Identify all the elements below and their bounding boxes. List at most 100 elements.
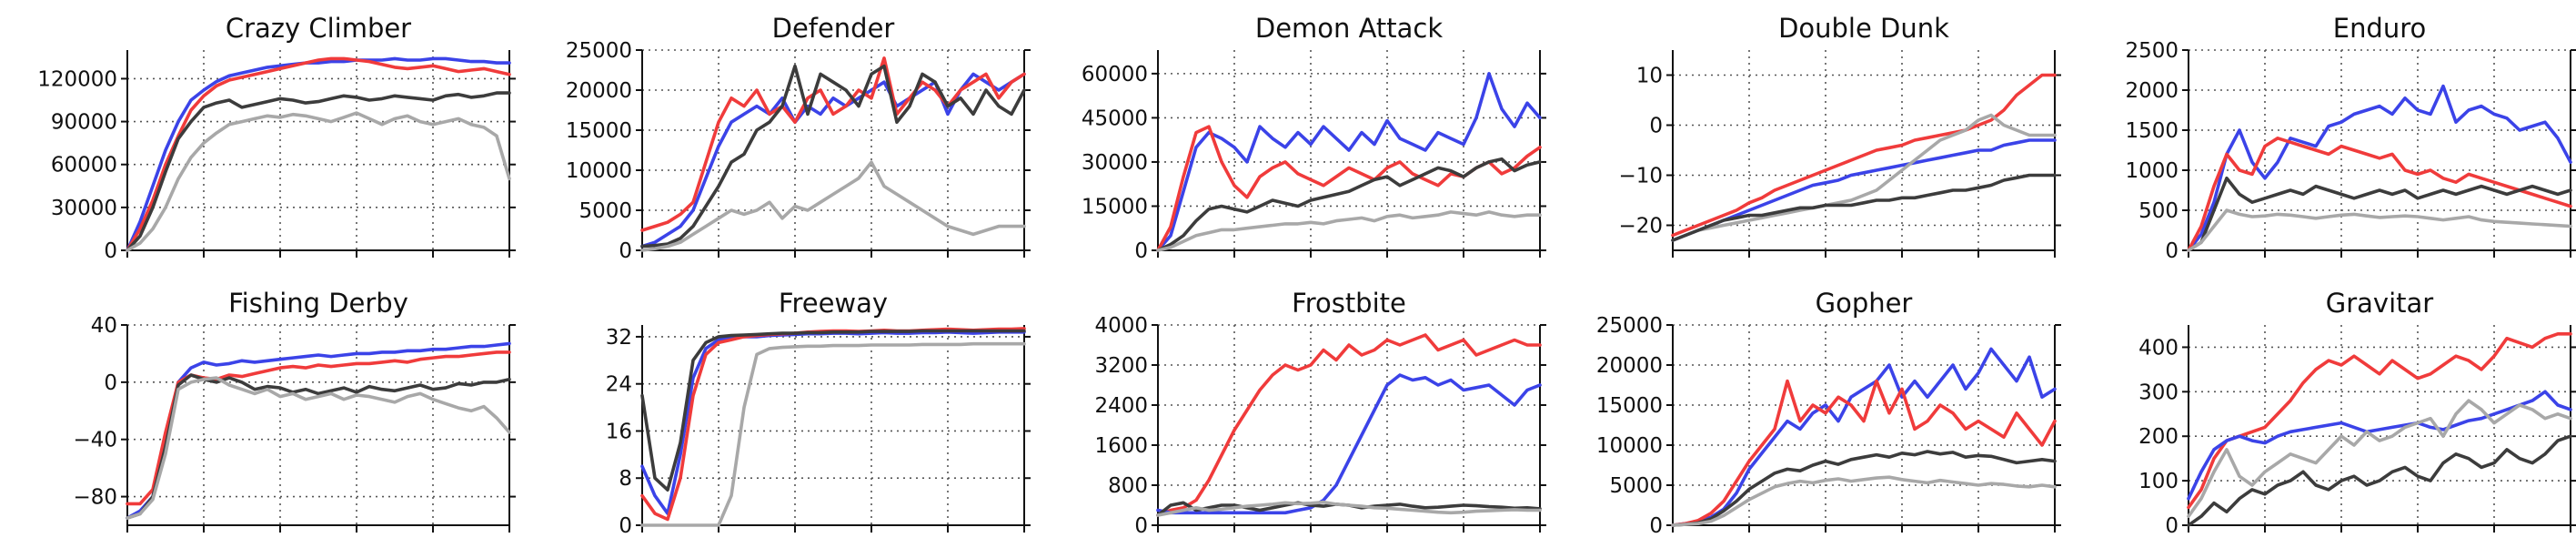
series-line-red	[640, 327, 1027, 522]
series-line-red	[640, 56, 1027, 232]
chart-title: Double Dunk	[1778, 13, 1949, 44]
y-tick-label: 0	[104, 371, 117, 395]
series-line-blue	[2186, 390, 2572, 501]
y-tick-label: 15000	[1596, 394, 1663, 418]
y-tick-label: 45000	[1082, 107, 1148, 130]
y-tick-label: 20000	[566, 79, 632, 103]
chart-panel-4: Enduro 0 500 1000 1500 2000 2500	[2125, 13, 2576, 263]
chart-panel-1: Defender 0 5000 10000 15000 20000 25000	[566, 13, 1031, 263]
series-line-dark	[126, 373, 511, 520]
series-line-dark	[1155, 157, 1542, 252]
y-tick-label: −20	[1619, 214, 1664, 238]
series-line-red	[2186, 332, 2572, 510]
series-line-light	[1671, 113, 2057, 242]
y-tick-label: 40	[91, 314, 117, 338]
y-tick-label: 5000	[579, 199, 633, 223]
y-tick-label: 0	[1650, 115, 1664, 138]
y-tick-label: 60000	[1082, 63, 1148, 86]
y-tick-label: 32	[606, 326, 632, 350]
series-line-light	[640, 160, 1027, 252]
y-tick-label: −80	[73, 486, 117, 510]
y-tick-label: 100	[2138, 470, 2179, 493]
y-tick-label: 10	[1636, 65, 1663, 88]
y-tick-label: 25000	[566, 39, 632, 63]
y-tick-label: 8	[619, 467, 633, 491]
y-tick-label: 0	[619, 514, 633, 538]
chart-title: Gravitar	[2325, 288, 2432, 319]
chart-title: Freeway	[779, 288, 888, 319]
series-line-red	[1155, 333, 1542, 517]
series-line-light	[1155, 210, 1542, 252]
series-line-dark	[1671, 450, 2057, 527]
chart-title: Fishing Derby	[228, 288, 408, 319]
y-tick-label: 0	[619, 239, 633, 263]
chart-panel-2: Demon Attack 0 15000 30000 45000 60000	[1082, 13, 1546, 263]
y-tick-label: 0	[2165, 514, 2179, 538]
y-tick-label: 0	[1650, 514, 1664, 538]
series-line-dark	[2186, 434, 2572, 527]
series-line-light	[126, 111, 511, 252]
y-tick-label: 24	[606, 373, 632, 397]
y-tick-label: 30000	[1082, 151, 1148, 175]
chart-title: Demon Attack	[1255, 13, 1443, 44]
y-tick-label: 10000	[1596, 434, 1663, 458]
series-line-dark	[640, 329, 1027, 492]
chart-panel-8: Gopher 0 5000 10000 15000 20000 25000	[1596, 288, 2062, 538]
y-tick-label: 15000	[1082, 195, 1148, 218]
series-line-blue	[640, 72, 1027, 249]
series-line-dark	[2186, 176, 2572, 252]
series-line-dark	[640, 64, 1027, 249]
y-tick-label: 200	[2138, 425, 2179, 449]
series-line-light	[2186, 399, 2572, 518]
y-tick-label: 400	[2138, 336, 2179, 360]
y-tick-label: 60000	[51, 154, 117, 178]
series-line-light	[1671, 475, 2057, 527]
y-tick-label: 0	[2165, 239, 2179, 263]
series-line-blue	[1671, 138, 2057, 242]
y-tick-label: 2000	[2125, 79, 2179, 103]
y-tick-label: 300	[2138, 381, 2179, 404]
chart-panel-5: Fishing Derby −80 −40 0 40	[73, 288, 516, 533]
chart-title: Defender	[772, 13, 895, 44]
y-tick-label: 4000	[1094, 314, 1148, 338]
series-line-blue	[2186, 84, 2572, 252]
series-line-light	[1155, 500, 1542, 517]
y-tick-label: 2500	[2125, 39, 2179, 63]
chart-title: Enduro	[2332, 13, 2425, 44]
series-line-light	[2186, 208, 2572, 252]
y-tick-label: 20000	[1596, 354, 1663, 378]
series-line-blue	[126, 341, 511, 520]
y-tick-label: 1000	[2125, 159, 2179, 183]
series-line-blue	[126, 56, 511, 252]
y-tick-label: 120000	[37, 67, 117, 91]
series-line-dark	[126, 91, 511, 252]
chart-panel-3: Double Dunk −20 −10 0 10	[1619, 13, 2062, 258]
chart-panel-6: Freeway 0 8 16 24 32	[606, 288, 1031, 538]
y-tick-label: −40	[73, 429, 117, 452]
y-tick-label: 25000	[1596, 314, 1663, 338]
y-tick-label: 0	[1134, 239, 1148, 263]
y-tick-label: 5000	[1610, 474, 1664, 498]
chart-panel-9: Gravitar 0 100 200 300 400	[2138, 288, 2576, 538]
series-line-red	[2186, 137, 2572, 252]
series-line-blue	[640, 330, 1027, 515]
y-tick-label: 30000	[51, 197, 117, 220]
chart-panel-0: Crazy Climber 0 30000 60000 90000 120000	[37, 13, 516, 263]
y-tick-label: 2400	[1094, 394, 1148, 418]
series-line-red	[1671, 379, 2057, 527]
chart-title: Crazy Climber	[226, 13, 411, 44]
series-line-light	[126, 376, 511, 520]
y-tick-label: 500	[2138, 199, 2179, 223]
y-tick-label: 10000	[566, 159, 632, 183]
y-tick-label: 0	[104, 239, 117, 263]
chart-title: Frostbite	[1292, 288, 1406, 319]
series-line-blue	[1155, 373, 1542, 515]
chart-panel-7: Frostbite 0 800 1600 2400 3200 4000	[1094, 288, 1546, 538]
series-line-blue	[1671, 347, 2057, 527]
series-line-blue	[1155, 72, 1542, 252]
y-tick-label: 16	[606, 420, 632, 443]
y-tick-label: 800	[1108, 474, 1148, 498]
series-line-dark	[1671, 173, 2057, 242]
chart-title: Gopher	[1816, 288, 1913, 319]
